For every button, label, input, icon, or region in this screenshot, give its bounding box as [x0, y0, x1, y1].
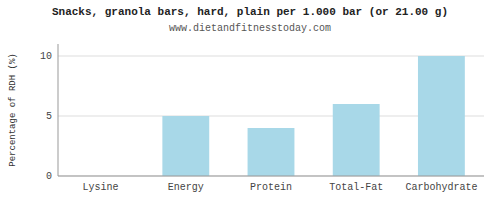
bar — [418, 56, 465, 176]
bar — [162, 116, 209, 176]
y-tick-label: 5 — [46, 111, 52, 122]
y-axis-label: Percentage of RDH (%) — [8, 53, 18, 166]
chart-container: Snacks, granola bars, hard, plain per 1.… — [0, 0, 500, 200]
bar — [248, 128, 295, 176]
y-axis-line — [58, 44, 59, 176]
bar — [333, 104, 380, 176]
subtitle: www.dietandfitnesstoday.com — [169, 23, 331, 34]
chart-svg: Snacks, granola bars, hard, plain per 1.… — [0, 0, 500, 200]
x-tick-label: Protein — [250, 182, 292, 193]
y-grid — [58, 56, 484, 176]
y-tick-label: 10 — [40, 51, 52, 62]
x-tick-label: Lysine — [83, 182, 119, 193]
x-axis-line — [58, 176, 484, 177]
x-tick-label: Carbohydrate — [405, 182, 477, 193]
x-tick-label: Energy — [168, 182, 204, 193]
bars — [162, 56, 464, 176]
x-tick-label: Total-Fat — [329, 182, 383, 193]
grid-line — [58, 176, 484, 177]
title: Snacks, granola bars, hard, plain per 1.… — [52, 6, 448, 18]
y-tick-label: 0 — [46, 171, 52, 182]
